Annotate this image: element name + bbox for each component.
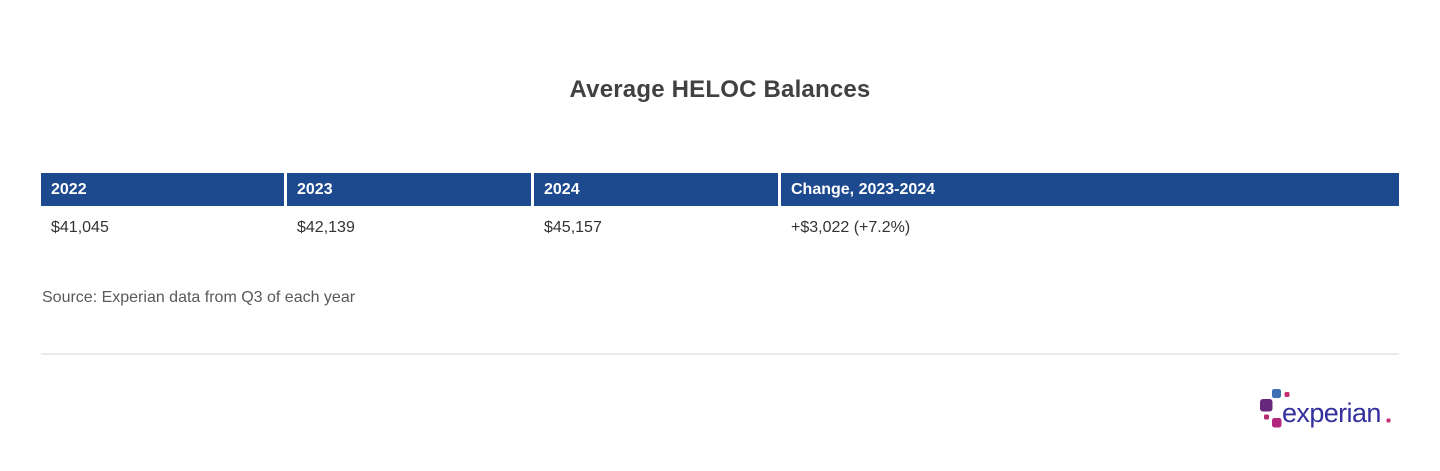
cell-2022-balance: $41,045 [51, 219, 109, 236]
logo-wordmark: experian [1282, 398, 1381, 428]
horizontal-divider [41, 353, 1399, 355]
heloc-balances-table: 2022 2023 2024 Change, 2023-2024 $41,045… [41, 173, 1399, 247]
page-title: Average HELOC Balances [569, 76, 871, 103]
logo-trademark-dot [1386, 418, 1391, 423]
logo-magenta-square [1272, 418, 1282, 428]
column-header-2022: 2022 [41, 173, 287, 206]
source-note: Source: Experian data from Q3 of each ye… [42, 289, 356, 306]
table-row: $41,045 $42,139 $45,157 +$3,022 (+7.2%) [41, 206, 1399, 247]
cell-2023-balance: $42,139 [297, 219, 355, 236]
logo-pink-dot-bottom [1264, 414, 1269, 420]
cell-change-value: +$3,022 (+7.2%) [791, 219, 911, 236]
logo-pink-dot-top [1284, 392, 1290, 397]
column-header-2024: 2024 [534, 173, 781, 206]
cell-2024-balance: $45,157 [544, 219, 602, 236]
logo-purple-square [1260, 399, 1273, 412]
column-header-2023: 2023 [287, 173, 534, 206]
logo-blue-square [1272, 389, 1281, 398]
column-header-change: Change, 2023-2024 [781, 173, 1399, 206]
experian-logo: experian [1256, 383, 1396, 435]
experian-logo-graphic: experian [1260, 389, 1391, 428]
table-header-row: 2022 2023 2024 Change, 2023-2024 [41, 173, 1399, 206]
